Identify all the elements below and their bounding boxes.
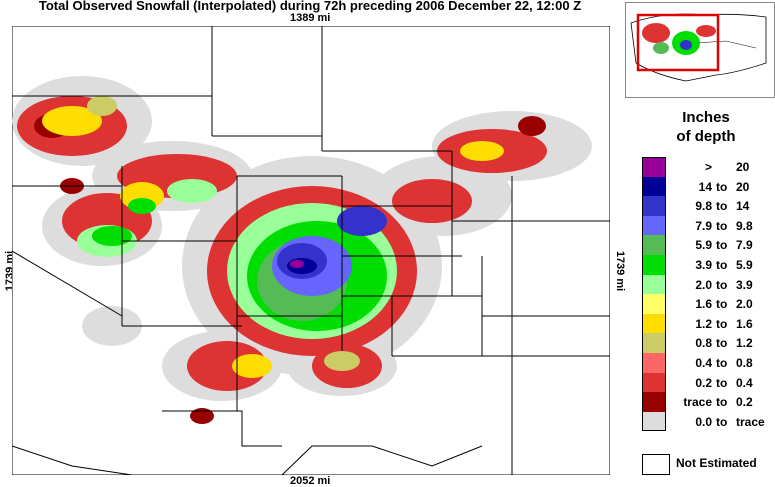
legend-swatch xyxy=(642,372,666,393)
legend-upper-bound: 20 xyxy=(736,160,750,174)
not-estimated-swatch xyxy=(642,454,670,475)
legend-lower-bound: 3.9 xyxy=(695,257,712,272)
legend-separator: to xyxy=(716,218,728,233)
legend-item: 0.8 to 1.2 xyxy=(642,333,772,353)
legend-swatch xyxy=(642,215,666,236)
legend-upper-bound: 5.9 xyxy=(736,257,753,272)
legend-separator: to xyxy=(716,414,728,429)
legend-upper-bound: 7.9 xyxy=(736,238,753,253)
legend-separator: to xyxy=(716,355,728,370)
legend-title-line2: of depth xyxy=(676,128,736,145)
legend-upper-bound: 1.2 xyxy=(736,336,753,351)
legend-lower-bound: 1.2 xyxy=(695,316,712,331)
state-boundaries xyxy=(12,26,610,475)
legend-swatch xyxy=(642,274,666,295)
locator-inset-map xyxy=(625,2,775,98)
legend: >20 14 to 20 9.8 to 14 7.9 to 9.8 5.9 to 7.9 3.9 to 5.9… xyxy=(642,157,772,432)
legend-swatch xyxy=(642,333,666,353)
legend-separator: to xyxy=(716,336,728,351)
legend-item: >20 xyxy=(642,157,772,177)
legend-item: 5.9 to 7.9 xyxy=(642,235,772,255)
legend-swatch xyxy=(642,254,666,275)
legend-swatch xyxy=(642,235,666,255)
legend-lower-bound: 0.4 xyxy=(695,355,712,370)
legend-lower-bound: > xyxy=(704,160,712,174)
legend-swatch xyxy=(642,392,666,412)
legend-item: trace to 0.2 xyxy=(642,392,772,412)
inset-snow-patches xyxy=(642,23,716,55)
legend-upper-bound: trace xyxy=(736,414,765,429)
legend-swatch xyxy=(642,352,666,373)
legend-separator: to xyxy=(716,238,728,253)
legend-upper-bound: 14 xyxy=(736,199,750,214)
legend-item: 7.9 to 9.8 xyxy=(642,215,772,236)
legend-item: 0.0 to trace xyxy=(642,411,772,432)
legend-upper-bound: 1.6 xyxy=(736,316,753,331)
legend-item: 2.0 to 3.9 xyxy=(642,274,772,295)
scale-right-label: 1739 mi xyxy=(614,250,626,292)
legend-upper-bound: 2.0 xyxy=(736,297,753,312)
legend-item: 3.9 to 5.9 xyxy=(642,254,772,275)
legend-item: 1.6 to 2.0 xyxy=(642,294,772,314)
legend-upper-bound: 0.2 xyxy=(736,395,753,410)
legend-separator: to xyxy=(716,316,728,331)
legend-lower-bound: 1.6 xyxy=(695,297,712,312)
not-estimated-label: Not Estimated xyxy=(676,456,757,470)
legend-title-line1: Inches xyxy=(682,109,730,126)
moderate-snow-areas xyxy=(42,106,504,378)
legend-lower-bound: 2.0 xyxy=(695,277,712,292)
legend-separator: to xyxy=(716,277,728,292)
legend-item: 1.2 to 1.6 xyxy=(642,313,772,334)
scale-bottom-label: 2052 mi xyxy=(290,475,331,487)
scale-top-label: 1389 mi xyxy=(290,12,331,24)
legend-separator: to xyxy=(716,199,728,214)
legend-separator: to xyxy=(716,257,728,272)
legend-item: 14 to 20 xyxy=(642,176,772,197)
legend-swatch xyxy=(642,294,666,314)
legend-swatch xyxy=(642,157,666,177)
legend-swatch xyxy=(642,196,666,216)
legend-upper-bound: 0.4 xyxy=(736,375,753,390)
legend-lower-bound: 9.8 xyxy=(695,199,712,214)
legend-upper-bound: 3.9 xyxy=(736,277,753,292)
legend-lower-bound: trace xyxy=(683,395,712,410)
legend-swatch xyxy=(642,176,666,197)
legend-separator: to xyxy=(716,297,728,312)
legend-upper-bound: 20 xyxy=(736,179,750,194)
legend-lower-bound: 0.2 xyxy=(695,375,712,390)
legend-swatch xyxy=(642,411,666,432)
inset-highlight-box xyxy=(636,13,720,72)
legend-lower-bound: 7.9 xyxy=(695,218,712,233)
legend-title: Inches of depth xyxy=(640,108,772,146)
legend-lower-bound: 0.0 xyxy=(695,414,712,429)
legend-item: 0.2 to 0.4 xyxy=(642,372,772,393)
legend-upper-bound: 0.8 xyxy=(736,355,753,370)
heavy-snow-areas xyxy=(272,206,387,296)
legend-separator: to xyxy=(716,179,728,194)
legend-item: 0.4 to 0.8 xyxy=(642,352,772,373)
legend-swatch xyxy=(642,313,666,334)
legend-upper-bound: 9.8 xyxy=(736,218,753,233)
legend-separator: to xyxy=(716,375,728,390)
legend-lower-bound: 0.8 xyxy=(695,336,712,351)
legend-lower-bound: 14 xyxy=(698,179,712,194)
legend-lower-bound: 5.9 xyxy=(695,238,712,253)
snowfall-map xyxy=(12,26,610,475)
legend-separator: to xyxy=(716,395,728,410)
legend-item: 9.8 to 14 xyxy=(642,196,772,216)
map-title: Total Observed Snowfall (Interpolated) d… xyxy=(38,0,582,13)
